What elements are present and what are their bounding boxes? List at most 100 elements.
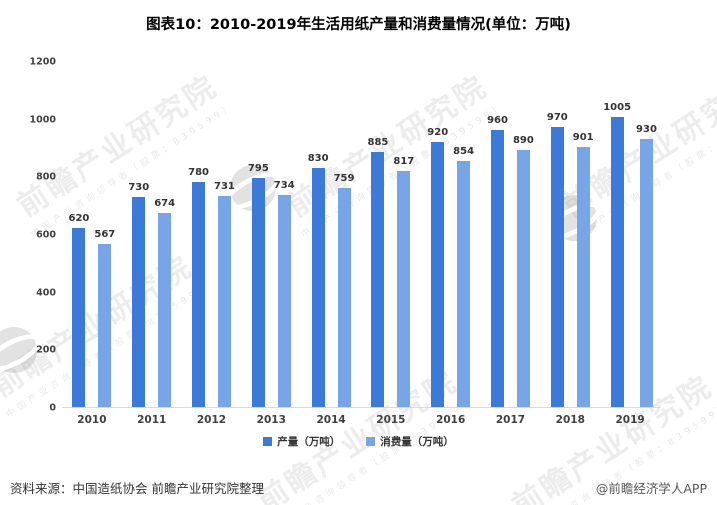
bar-value-label: 734: [273, 180, 295, 192]
x-axis-label: 2010: [77, 414, 107, 426]
bar-wrap: 734: [274, 180, 295, 407]
legend-swatch-icon: [366, 437, 376, 446]
bar-value-label: 901: [572, 132, 594, 144]
footer: 资料来源：中国造纸协会 前瞻产业研究院整理 @前瞻经济学人APP: [10, 478, 707, 497]
bar-value-label: 930: [636, 123, 657, 135]
bar-value-label: 1005: [603, 102, 632, 114]
bar-wrap: 854: [453, 146, 474, 407]
bar-wrap: 960: [487, 115, 508, 407]
y-tick-label: 400: [36, 287, 56, 299]
bar-产量（万吨）-2014: [311, 167, 325, 407]
bar-wrap: 795: [248, 163, 269, 407]
legend-swatch-icon: [263, 437, 273, 446]
bar-group-2013: 795 734 2013: [241, 62, 301, 426]
plot-area: 620 567 2010 730 674 2011 780 731 2012 795 734 2013…: [62, 62, 660, 426]
y-tick-label: 1000: [29, 114, 56, 126]
bar-wrap: 759: [333, 173, 355, 407]
x-axis-label: 2019: [615, 414, 645, 426]
bar-wrap: 731: [214, 181, 235, 407]
x-axis-label: 2017: [495, 414, 526, 426]
bar-value-label: 759: [333, 173, 355, 185]
credit-text: @前瞻经济学人APP: [595, 481, 707, 496]
bar-消费量（万吨）-2019: [639, 138, 653, 407]
bar-group-2019: 1005 930 2019: [600, 62, 660, 426]
bar-wrap: 1005: [603, 102, 631, 407]
bar-wrap: 930: [636, 124, 657, 407]
y-axis: 0 200 400 600 800 1000 1200: [0, 57, 56, 414]
bar-消费量（万吨）-2018: [576, 147, 590, 407]
bar-value-label: 830: [307, 152, 329, 164]
bar-value-label: 817: [393, 156, 415, 168]
bar-消费量（万吨）-2017: [516, 150, 530, 407]
x-axis-label: 2015: [376, 414, 406, 426]
x-axis-label: 2011: [137, 414, 167, 426]
bar-wrap: 780: [188, 167, 209, 407]
bar-group-2012: 780 731 2012: [182, 62, 242, 426]
bar-value-label: 970: [546, 112, 568, 124]
y-tick-label: 800: [36, 171, 56, 183]
bar-wrap: 830: [308, 153, 329, 407]
bar-wrap: 817: [393, 156, 414, 407]
y-tick-label: 0: [49, 402, 56, 414]
bar-group-2017: 960 890 2017: [481, 62, 541, 426]
legend: 产量（万吨） 消费量（万吨）: [0, 434, 717, 449]
bar-消费量（万吨）-2014: [337, 188, 351, 407]
bar-消费量（万吨）-2015: [397, 171, 411, 407]
bar-group-2010: 620 567 2010: [62, 62, 122, 426]
bar-产量（万吨）-2015: [371, 151, 385, 407]
bar-value-label: 920: [427, 126, 449, 138]
bar-wrap: 890: [513, 135, 534, 407]
bar-消费量（万吨）-2016: [457, 160, 471, 407]
bar-wrap: 674: [154, 198, 175, 407]
bar-产量（万吨）-2019: [610, 117, 624, 407]
bar-group-2014: 830 759 2014: [301, 62, 361, 426]
bar-消费量（万吨）-2012: [217, 196, 231, 407]
bar-产量（万吨）-2013: [251, 177, 265, 407]
source-text: 资料来源：中国造纸协会 前瞻产业研究院整理: [10, 481, 264, 496]
bar-group-2018: 970 901 2018: [540, 62, 600, 426]
bar-value-label: 620: [68, 213, 90, 225]
bar-value-label: 890: [512, 135, 534, 147]
x-axis-label: 2012: [196, 414, 227, 426]
x-axis-label: 2018: [555, 414, 585, 426]
y-tick-label: 1200: [29, 56, 56, 68]
bar-产量（万吨）-2017: [491, 130, 505, 407]
bar-value-label: 885: [367, 136, 389, 148]
bar-value-label: 674: [154, 197, 176, 209]
bar-产量（万吨）-2012: [192, 182, 206, 407]
bar-value-label: 780: [188, 167, 209, 179]
bar-产量（万吨）-2018: [550, 127, 564, 407]
legend-item: 产量（万吨）: [263, 434, 340, 449]
bar-group-2016: 920 854 2016: [421, 62, 481, 426]
bar-消费量（万吨）-2010: [98, 243, 112, 407]
bar-group-2015: 885 817 2015: [361, 62, 421, 426]
legend-label: 产量（万吨）: [277, 436, 341, 448]
bar-group-2011: 730 674 2011: [122, 62, 182, 426]
bar-value-label: 854: [453, 145, 475, 157]
bar-value-label: 730: [128, 181, 150, 193]
legend-item: 消费量（万吨）: [366, 434, 454, 449]
bar-消费量（万吨）-2013: [277, 195, 291, 407]
legend-label: 消费量（万吨）: [380, 436, 454, 448]
bar-wrap: 620: [68, 213, 90, 407]
bar-产量（万吨）-2016: [431, 141, 445, 407]
bar-value-label: 567: [94, 228, 116, 240]
bar-wrap: 567: [94, 229, 115, 407]
y-tick-label: 600: [36, 229, 56, 241]
chart-title: 图表10：2010-2019年生活用纸产量和消费量情况(单位：万吨): [146, 17, 571, 33]
x-axis-label: 2016: [436, 414, 466, 426]
bar-消费量（万吨）-2011: [158, 212, 172, 407]
bar-value-label: 960: [487, 115, 508, 127]
bar-wrap: 920: [427, 127, 448, 407]
bar-产量（万吨）-2010: [72, 228, 86, 407]
bar-wrap: 970: [547, 112, 568, 407]
x-axis-label: 2014: [316, 414, 346, 426]
bar-wrap: 885: [367, 136, 389, 407]
bar-value-label: 795: [247, 162, 269, 174]
bar-产量（万吨）-2011: [132, 196, 146, 407]
bar-value-label: 731: [213, 181, 235, 193]
x-axis-label: 2013: [256, 414, 286, 426]
bar-wrap: 901: [573, 132, 594, 407]
bar-wrap: 730: [128, 182, 149, 407]
